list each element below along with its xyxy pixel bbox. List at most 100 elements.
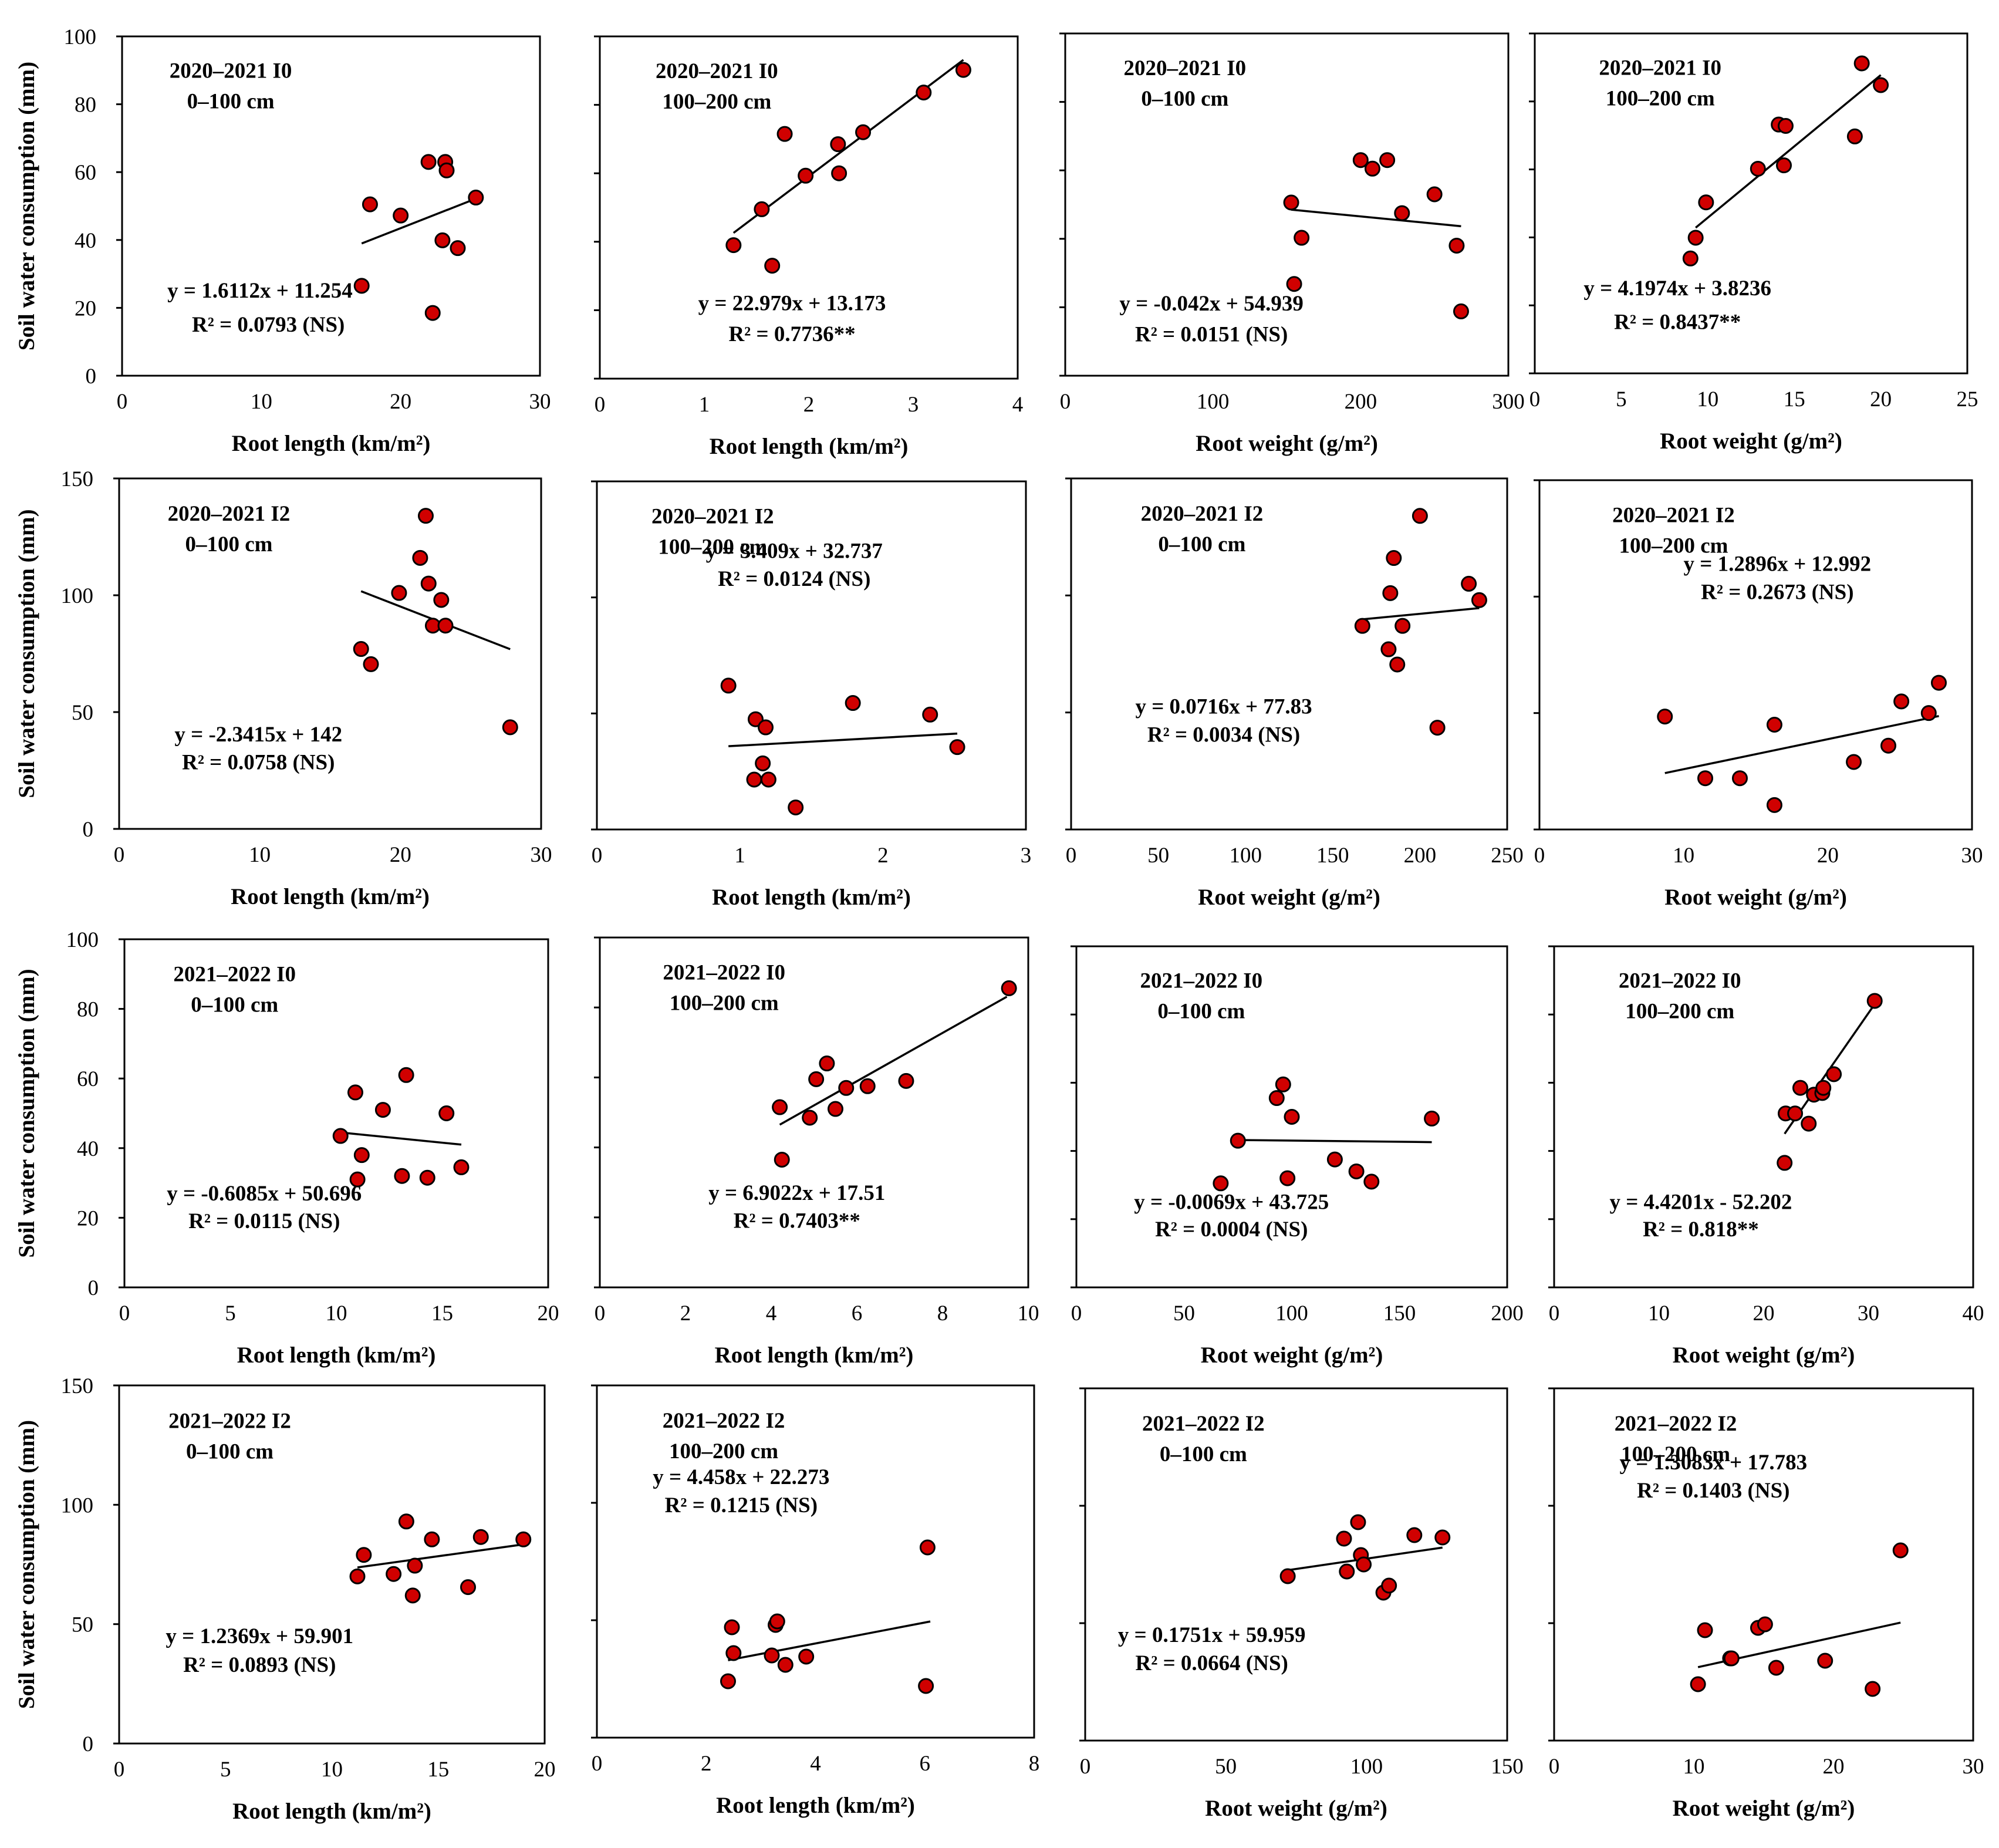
- data-point: [347, 1084, 363, 1101]
- data-point: [1001, 980, 1017, 996]
- regression-equation: y = 0.0716x + 77.83: [1135, 695, 1312, 719]
- scatter-panel: 0 10 20 30 40 Root weight (g/m²) 2021–2022 I0 1…: [1548, 945, 1984, 1368]
- data-point: [1429, 720, 1446, 736]
- data-point: [777, 1657, 793, 1673]
- y-tick-label: 20: [75, 296, 96, 321]
- data-point: [769, 1613, 785, 1630]
- data-point: [419, 1169, 435, 1186]
- scatter-panel: 0 20 40 60 80 100 0 10 20 30 Root length (km/m²) 20…: [14, 25, 551, 456]
- data-point: [1846, 128, 1863, 144]
- data-point: [391, 585, 407, 601]
- data-point: [363, 656, 379, 672]
- plot-frame: [1534, 32, 1968, 375]
- regression-equation: y = 22.979x + 13.173: [698, 291, 886, 315]
- y-tick-label: 0: [83, 1732, 94, 1756]
- panel-depth: 100–200 cm: [670, 992, 779, 1016]
- data-point: [1382, 585, 1399, 601]
- data-point: [1846, 754, 1862, 770]
- r-squared-label: R² = 0.0115 (NS): [188, 1209, 340, 1233]
- x-tick-label: 100: [1197, 390, 1230, 414]
- data-point: [1354, 618, 1370, 634]
- y-tick-label: 40: [75, 229, 96, 253]
- data-point: [1394, 205, 1410, 221]
- x-tick-label: 0: [119, 1301, 130, 1326]
- data-point: [746, 771, 762, 788]
- x-tick-label: 300: [1492, 390, 1525, 414]
- x-axis-title: Root length (km/m²): [232, 431, 431, 456]
- regression-equation: y = -0.042x + 54.939: [1119, 292, 1304, 316]
- data-point: [1723, 1650, 1740, 1667]
- panel-title: 2021–2022 I0: [1619, 969, 1741, 993]
- regression-line: [1664, 715, 1939, 774]
- x-axis-title: Root weight (g/m²): [1673, 1796, 1855, 1821]
- regression-equation: y = -2.3415x + 142: [174, 723, 342, 747]
- y-tick-label: 20: [77, 1206, 99, 1230]
- x-tick-label: 30: [1858, 1301, 1879, 1326]
- x-tick-label: 0: [114, 1758, 125, 1782]
- panel-title: 2021–2022 I0: [1140, 969, 1263, 993]
- x-tick-label: 25: [1957, 387, 1978, 412]
- data-point: [394, 1168, 410, 1184]
- regression-line: [361, 197, 477, 245]
- r-squared-label: R² = 0.0664 (NS): [1136, 1651, 1288, 1675]
- regression-equation: y = 4.4201x - 52.202: [1609, 1190, 1792, 1214]
- data-point: [776, 126, 793, 142]
- r-squared-label: R² = 0.1215 (NS): [665, 1493, 818, 1517]
- data-point: [1801, 1115, 1817, 1132]
- data-point: [1865, 1681, 1881, 1697]
- data-point: [1893, 693, 1910, 710]
- data-point: [353, 278, 370, 294]
- data-point: [1817, 1653, 1833, 1669]
- data-point: [1687, 230, 1704, 246]
- data-point: [502, 719, 518, 736]
- x-tick-label: 10: [1673, 844, 1694, 868]
- regression-line: [1291, 208, 1461, 228]
- r-squared-label: R² = 0.0034 (NS): [1147, 723, 1300, 747]
- x-tick-label: 2: [680, 1301, 691, 1326]
- data-point: [1787, 1105, 1804, 1122]
- panel-title: 2021–2022 I2: [663, 1409, 785, 1433]
- regression-line: [340, 1131, 462, 1146]
- data-point: [393, 207, 409, 224]
- x-tick-label: 6: [920, 1752, 931, 1776]
- data-point: [802, 1110, 818, 1126]
- x-tick-label: 10: [1683, 1755, 1705, 1779]
- data-point: [1279, 1170, 1296, 1186]
- x-tick-label: 2: [803, 393, 815, 417]
- data-point: [1350, 1514, 1366, 1530]
- x-tick-label: 20: [534, 1758, 556, 1782]
- data-point: [1697, 770, 1714, 787]
- x-tick-label: 4: [810, 1752, 821, 1776]
- x-tick-label: 10: [251, 390, 272, 414]
- regression-line: [357, 1543, 524, 1569]
- y-tick-label: 50: [72, 701, 93, 725]
- data-point: [919, 1539, 936, 1556]
- data-point: [1930, 675, 1947, 691]
- data-point: [433, 592, 450, 608]
- panel-depth: 100–200 cm: [658, 535, 767, 559]
- regression-equation: y = -0.0069x + 43.725: [1134, 1190, 1329, 1214]
- panel-depth: 0–100 cm: [1157, 1000, 1245, 1024]
- panel-depth: 0–100 cm: [191, 993, 278, 1017]
- x-tick-label: 0: [117, 390, 128, 414]
- r-squared-label: R² = 0.1403 (NS): [1637, 1479, 1789, 1503]
- r-squared-label: R² = 0.0758 (NS): [182, 751, 335, 775]
- panel-depth: 100–200 cm: [669, 1439, 778, 1463]
- data-point: [1776, 157, 1792, 174]
- panel-title: 2021–2022 I0: [663, 961, 785, 985]
- x-tick-label: 3: [1021, 844, 1032, 868]
- x-tick-label: 0: [1549, 1301, 1560, 1326]
- data-point: [453, 1159, 470, 1175]
- x-tick-label: 50: [1147, 844, 1169, 868]
- y-tick-label: 60: [77, 1067, 99, 1091]
- plot-frame: [599, 35, 1019, 380]
- data-point: [1386, 550, 1402, 566]
- data-point: [398, 1067, 414, 1083]
- panel-depth: 100–200 cm: [1621, 1442, 1730, 1466]
- x-tick-label: 50: [1173, 1301, 1195, 1326]
- data-point: [760, 771, 776, 788]
- data-point: [438, 162, 455, 178]
- data-point: [1326, 1151, 1343, 1168]
- data-point: [1866, 993, 1883, 1009]
- data-point: [374, 1102, 391, 1118]
